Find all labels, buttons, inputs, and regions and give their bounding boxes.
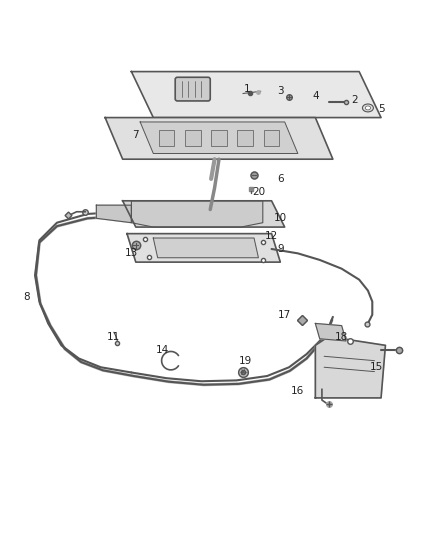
Ellipse shape [362, 104, 373, 112]
Polygon shape [127, 233, 280, 262]
Bar [264, 130, 279, 146]
Polygon shape [96, 205, 131, 223]
Text: 19: 19 [239, 356, 252, 366]
FancyBboxPatch shape [175, 77, 210, 101]
Text: 14: 14 [155, 345, 169, 355]
Text: 20: 20 [252, 187, 265, 197]
Bar [211, 130, 227, 146]
Polygon shape [131, 71, 381, 118]
Polygon shape [140, 122, 298, 154]
Text: 7: 7 [132, 130, 139, 140]
Text: 18: 18 [335, 332, 348, 342]
Text: 2: 2 [351, 95, 358, 105]
Text: 13: 13 [125, 248, 138, 259]
Text: 6: 6 [277, 174, 284, 184]
Text: 1: 1 [244, 84, 251, 94]
Text: 4: 4 [312, 91, 319, 101]
Polygon shape [123, 201, 285, 227]
Bar [159, 130, 174, 146]
Ellipse shape [365, 106, 371, 110]
Polygon shape [105, 118, 333, 159]
Text: 5: 5 [378, 104, 385, 114]
Text: 11: 11 [107, 332, 120, 342]
Text: 12: 12 [265, 231, 278, 241]
Bar [185, 130, 201, 146]
Text: 10: 10 [274, 213, 287, 223]
Text: 3: 3 [277, 86, 284, 96]
Text: 16: 16 [291, 386, 304, 397]
Text: 9: 9 [277, 244, 284, 254]
Text: 8: 8 [23, 292, 30, 302]
Text: 15: 15 [370, 362, 383, 372]
Polygon shape [131, 201, 263, 227]
Polygon shape [153, 238, 258, 258]
Text: 17: 17 [278, 310, 291, 320]
Polygon shape [315, 324, 346, 341]
Bar [237, 130, 253, 146]
Polygon shape [315, 336, 385, 398]
